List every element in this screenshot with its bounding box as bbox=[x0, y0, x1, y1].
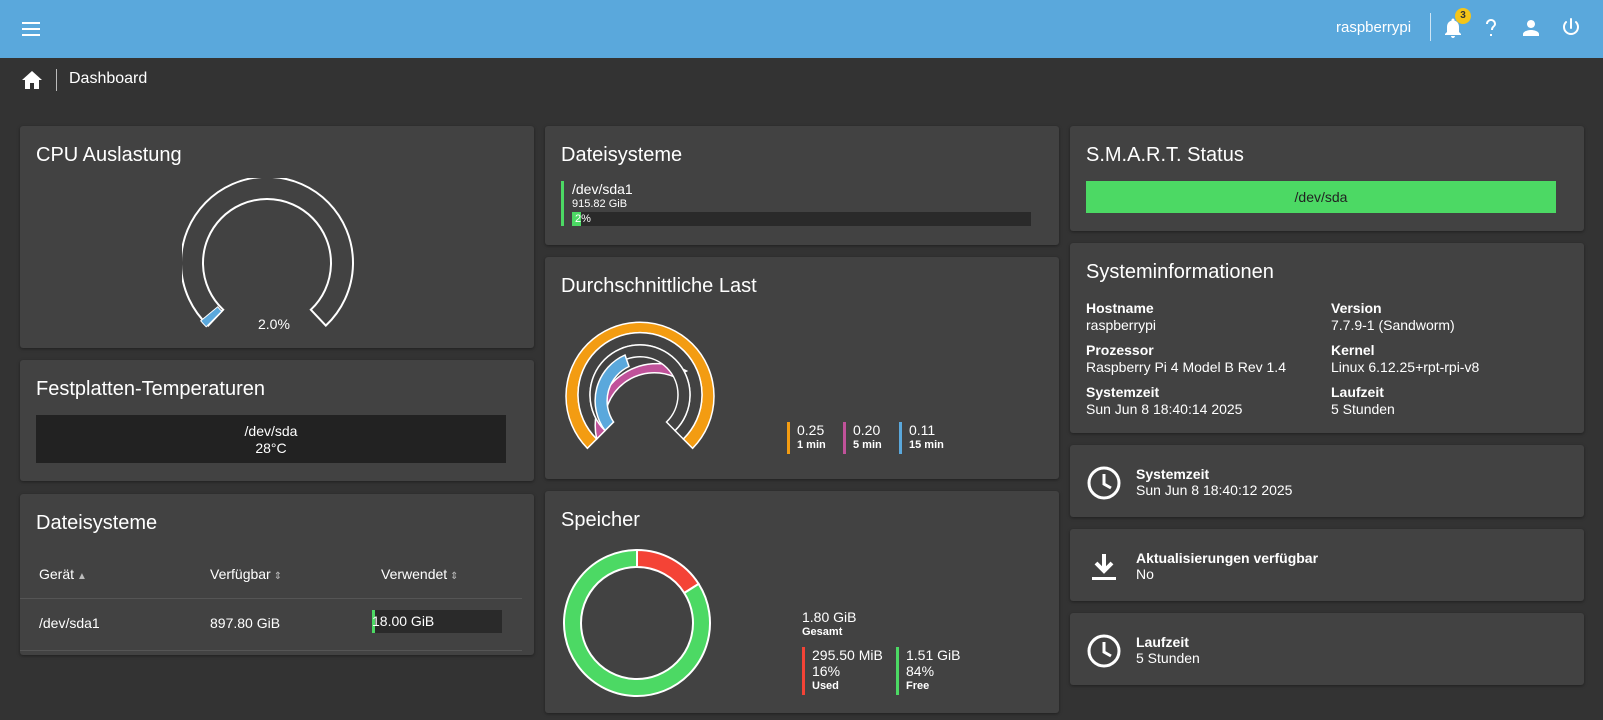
breadcrumb-divider bbox=[56, 69, 57, 91]
memory-donut-chart bbox=[563, 548, 711, 697]
disk-temperature: 28°C bbox=[255, 440, 287, 456]
disk-device: /dev/sda bbox=[244, 423, 298, 439]
breadcrumb: Dashboard bbox=[0, 58, 1603, 98]
memory-total: 1.80 GiB Gesamt bbox=[802, 609, 856, 639]
load-ring-15min bbox=[594, 353, 630, 432]
uptime-widget-label: Laufzeit bbox=[1136, 634, 1189, 650]
updates-widget-label: Aktualisierungen verfügbar bbox=[1136, 550, 1319, 566]
load-legend-5min: 0.20 5 min bbox=[843, 422, 882, 454]
memory-total-value: 1.80 GiB bbox=[802, 609, 857, 625]
memory-card: Speicher 1.80 GiB Gesamt 295.50 MiB 16% Us… bbox=[545, 491, 1059, 713]
memory-legend-free: 1.51 GiB 84% Free bbox=[896, 647, 960, 695]
uptime-value: 5 Stunden bbox=[1331, 401, 1395, 417]
hostname-label: raspberrypi bbox=[1336, 19, 1412, 36]
systime-widget-label: Systemzeit bbox=[1136, 466, 1210, 482]
home-icon[interactable] bbox=[21, 70, 43, 90]
user-button[interactable] bbox=[1519, 16, 1543, 40]
load-average-card: Durchschnittliche Last 0.25 1 min 0.20 5 m… bbox=[545, 257, 1059, 479]
card-title: CPU Auslastung bbox=[36, 144, 182, 166]
uptime-widget: Laufzeit 5 Stunden bbox=[1070, 613, 1584, 685]
top-app-bar: raspberrypi 3 bbox=[0, 0, 1603, 58]
version-key: Version bbox=[1331, 300, 1382, 316]
filesystem-usage-fill bbox=[572, 212, 582, 226]
filesystem-item: /dev/sda1 915.82 GiB 2% bbox=[561, 181, 1031, 226]
filesystem-device: /dev/sda1 bbox=[572, 181, 633, 197]
power-icon bbox=[1563, 18, 1579, 35]
column-header-used[interactable]: Verwendet ⇕ bbox=[381, 566, 459, 582]
card-title: Durchschnittliche Last bbox=[561, 275, 757, 297]
breadcrumb-current: Dashboard bbox=[69, 70, 148, 87]
sort-asc-icon: ▲ bbox=[77, 571, 87, 582]
sort-icon: ⇕ bbox=[450, 571, 459, 582]
table-divider bbox=[20, 650, 522, 651]
card-title: Speicher bbox=[561, 509, 640, 531]
updates-widget[interactable]: Aktualisierungen verfügbar No bbox=[1070, 529, 1584, 601]
card-title: Festplatten-Temperaturen bbox=[36, 378, 266, 400]
power-button[interactable] bbox=[1559, 16, 1583, 40]
table-cell-device: /dev/sda1 bbox=[39, 615, 100, 631]
systime-widget: Systemzeit Sun Jun 8 18:40:12 2025 bbox=[1070, 445, 1584, 517]
menu-icon[interactable] bbox=[20, 17, 44, 41]
smart-status-card: S.M.A.R.T. Status /dev/sda bbox=[1070, 126, 1584, 231]
processor-key: Prozessor bbox=[1086, 342, 1154, 358]
card-title: Dateisysteme bbox=[561, 144, 683, 166]
table-divider bbox=[20, 598, 522, 599]
processor-value: Raspberry Pi 4 Model B Rev 1.4 bbox=[1086, 359, 1286, 375]
hostname-key: Hostname bbox=[1086, 300, 1154, 316]
memory-legend-used: 295.50 MiB 16% Used bbox=[802, 647, 883, 695]
updates-widget-value: No bbox=[1136, 566, 1154, 582]
card-title: Dateisysteme bbox=[36, 512, 158, 534]
topbar-divider bbox=[1430, 13, 1431, 41]
version-value: 7.7.9-1 (Sandworm) bbox=[1331, 317, 1455, 333]
cpu-gauge bbox=[182, 178, 354, 328]
memory-used-slice bbox=[636, 548, 701, 595]
filesystems-card: Dateisysteme /dev/sda1 915.82 GiB 2% bbox=[545, 126, 1059, 245]
uptime-widget-value: 5 Stunden bbox=[1136, 650, 1200, 666]
load-gauge bbox=[565, 321, 715, 450]
filesystem-usage-percent: 2% bbox=[575, 213, 591, 225]
help-button[interactable] bbox=[1479, 16, 1503, 40]
filesystem-usage-bar: 2% bbox=[572, 212, 1031, 226]
cpu-value-label: 2.0% bbox=[258, 316, 290, 332]
systime-value: Sun Jun 8 18:40:14 2025 bbox=[1086, 401, 1243, 417]
smart-status-bar[interactable]: /dev/sda bbox=[1086, 181, 1556, 213]
card-title: Systeminformationen bbox=[1086, 261, 1274, 283]
card-title: S.M.A.R.T. Status bbox=[1086, 144, 1244, 166]
kernel-value: Linux 6.12.25+rpt-rpi-v8 bbox=[1331, 359, 1480, 375]
used-progress-bar: 18.00 GiB bbox=[372, 610, 502, 633]
hostname-value: raspberrypi bbox=[1086, 317, 1157, 333]
column-header-available[interactable]: Verfügbar ⇕ bbox=[210, 566, 283, 582]
column-header-device[interactable]: Gerät ▲ bbox=[39, 566, 87, 582]
notifications-button[interactable]: 3 bbox=[1441, 8, 1471, 40]
clock-icon bbox=[1087, 466, 1121, 500]
download-icon bbox=[1092, 554, 1116, 580]
cpu-usage-card: CPU Auslastung 2.0% bbox=[20, 126, 534, 348]
account-icon bbox=[1523, 20, 1539, 36]
table-cell-available: 897.80 GiB bbox=[210, 615, 281, 631]
bell-icon bbox=[1445, 18, 1461, 38]
memory-total-label: Gesamt bbox=[802, 626, 843, 638]
cpu-gauge-fill bbox=[200, 306, 223, 328]
disk-temperatures-card: Festplatten-Temperaturen /dev/sda 28°C bbox=[20, 360, 534, 481]
load-legend-1min: 0.25 1 min bbox=[787, 422, 826, 454]
disk-temperature-tile: /dev/sda 28°C bbox=[36, 415, 506, 463]
system-information-card: Systeminformationen Hostname raspberrypi… bbox=[1070, 243, 1584, 433]
load-legend-15min: 0.11 15 min bbox=[899, 422, 944, 454]
systime-widget-value: Sun Jun 8 18:40:12 2025 bbox=[1136, 482, 1293, 498]
filesystem-size: 915.82 GiB bbox=[572, 198, 628, 210]
used-progress-fill bbox=[372, 610, 375, 633]
clock-icon bbox=[1087, 634, 1121, 668]
memory-free-slice bbox=[563, 548, 711, 697]
filesystems-table-card: Dateisysteme Gerät ▲ Verfügbar ⇕ Verwendet… bbox=[20, 494, 534, 655]
table-cell-used: 18.00 GiB bbox=[372, 613, 435, 629]
systime-key: Systemzeit bbox=[1086, 384, 1160, 400]
sort-icon: ⇕ bbox=[273, 571, 283, 582]
uptime-key: Laufzeit bbox=[1331, 384, 1384, 400]
help-icon bbox=[1486, 19, 1496, 36]
kernel-key: Kernel bbox=[1331, 342, 1375, 358]
notification-badge: 3 bbox=[1455, 8, 1471, 24]
